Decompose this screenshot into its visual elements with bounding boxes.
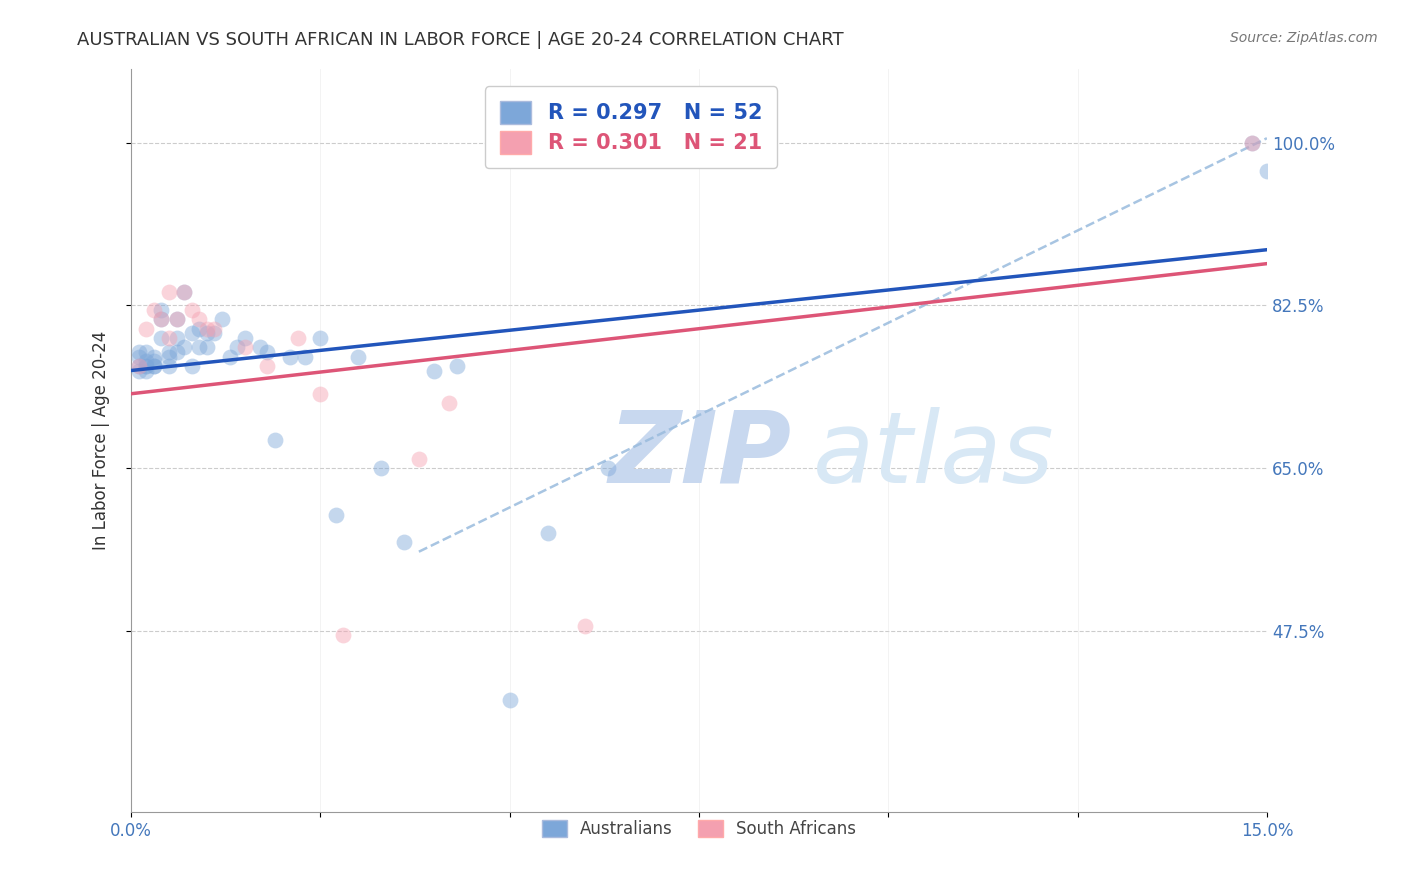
Point [204, 321, 226, 335]
Point [370, 461, 392, 475]
Point [332, 628, 354, 642]
Point [135, 354, 157, 368]
Point [150, 331, 173, 345]
Point [166, 331, 188, 345]
Point [128, 345, 150, 359]
Point [188, 340, 211, 354]
Point [128, 350, 150, 364]
Point [204, 326, 226, 341]
Point [180, 303, 202, 318]
Point [142, 359, 165, 373]
Point [195, 321, 218, 335]
Point [135, 345, 157, 359]
Point [150, 303, 173, 318]
Point [211, 312, 233, 326]
Point [157, 350, 180, 364]
Point [128, 359, 150, 373]
Point [536, 526, 558, 541]
Point [128, 363, 150, 377]
Point [180, 359, 202, 373]
Legend: Australians, South Africans: Australians, South Africans [536, 813, 863, 845]
Point [218, 350, 240, 364]
Point [287, 331, 309, 345]
Point [233, 340, 256, 354]
Point [157, 359, 180, 373]
Point [135, 363, 157, 377]
Point [142, 354, 165, 368]
Point [157, 331, 180, 345]
Point [1256, 163, 1278, 178]
Point [278, 350, 301, 364]
Point [135, 359, 157, 373]
Point [437, 396, 460, 410]
Point [1240, 136, 1263, 150]
Point [173, 285, 195, 299]
Point [264, 433, 287, 447]
Point [166, 312, 188, 326]
Point [256, 345, 278, 359]
Point [325, 508, 347, 522]
Point [135, 321, 157, 335]
Point [195, 326, 218, 341]
Point [142, 303, 165, 318]
Point [150, 312, 173, 326]
Point [598, 461, 620, 475]
Point [166, 312, 188, 326]
Text: Source: ZipAtlas.com: Source: ZipAtlas.com [1230, 31, 1378, 45]
Point [1240, 136, 1263, 150]
Point [188, 312, 211, 326]
Point [256, 359, 278, 373]
Point [188, 321, 211, 335]
Point [233, 331, 256, 345]
Y-axis label: In Labor Force | Age 20-24: In Labor Force | Age 20-24 [93, 331, 110, 549]
Point [157, 345, 180, 359]
Point [392, 535, 415, 549]
Point [423, 363, 446, 377]
Point [142, 359, 165, 373]
Point [446, 359, 468, 373]
Point [135, 359, 157, 373]
Point [249, 340, 271, 354]
Point [173, 340, 195, 354]
Point [128, 359, 150, 373]
Point [157, 285, 180, 299]
Point [142, 350, 165, 364]
Point [195, 340, 218, 354]
Text: AUSTRALIAN VS SOUTH AFRICAN IN LABOR FORCE | AGE 20-24 CORRELATION CHART: AUSTRALIAN VS SOUTH AFRICAN IN LABOR FOR… [77, 31, 844, 49]
Point [347, 350, 370, 364]
Point [166, 345, 188, 359]
Point [294, 350, 316, 364]
Text: atlas: atlas [813, 407, 1054, 504]
Point [309, 331, 332, 345]
Point [309, 386, 332, 401]
Point [574, 619, 596, 633]
Point [408, 451, 430, 466]
Point [499, 693, 522, 707]
Point [150, 312, 173, 326]
Point [226, 340, 249, 354]
Point [180, 326, 202, 341]
Point [173, 285, 195, 299]
Text: ZIP: ZIP [609, 407, 792, 504]
